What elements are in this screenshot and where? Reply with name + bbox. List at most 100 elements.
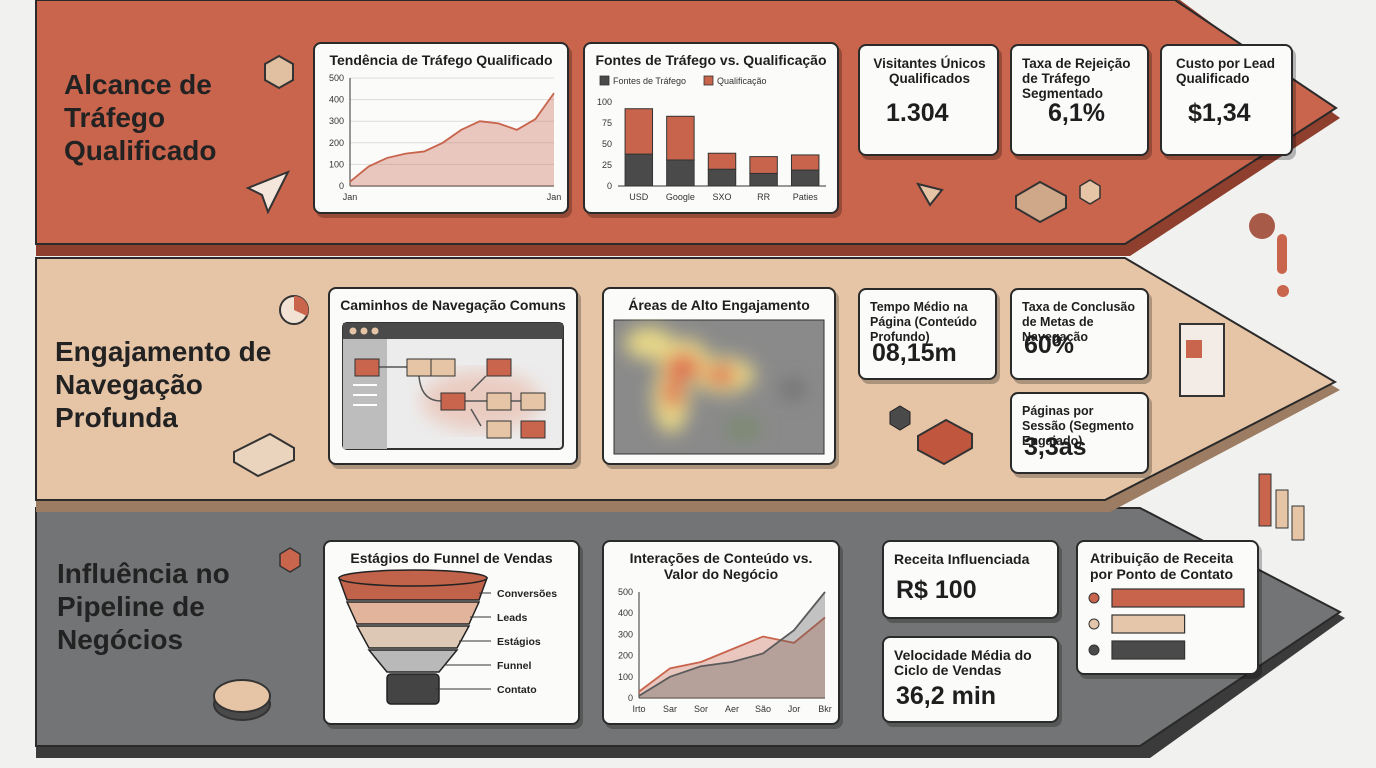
y-tick-label: 100: [329, 159, 344, 169]
kpi-label: Tempo Médio na Página (Conteúdo Profundo…: [870, 300, 977, 344]
kpi-card: Taxa de Rejeição de Tráfego Segmentado 6…: [1010, 44, 1149, 156]
x-tick-label: Aer: [725, 704, 739, 714]
legend-label: Qualificação: [717, 76, 767, 86]
kpi-value: 6,1%: [1048, 99, 1105, 127]
panel-card: Caminhos de Navegação Comuns: [328, 287, 578, 465]
stage-label: Leads: [497, 612, 528, 624]
y-tick-label: 0: [607, 181, 612, 191]
x-tick-label: Jan: [547, 192, 562, 202]
y-tick-label: 500: [329, 73, 344, 83]
kpi-value: $1,34: [1188, 99, 1251, 127]
legend-swatch: [703, 75, 714, 86]
bar-segment: [707, 152, 737, 170]
chart-card: Interações de Conteúdo vs. Valor do Negó…: [602, 540, 840, 725]
x-tick-label: Sar: [663, 704, 677, 714]
legend-swatch: [599, 75, 610, 86]
legend-label: Fontes de Tráfego: [613, 76, 686, 86]
y-tick-label: 300: [329, 116, 344, 126]
chart: 0 100 200 300 400 500 Jan Jan: [329, 73, 562, 202]
chart-title: Interações de Conteúdo vs. Valor do Negó…: [629, 550, 813, 582]
chart-card: Fontes de Tráfego vs. Qualificação 0 25 50…: [583, 42, 839, 214]
kpi-label: Custo por Lead Qualificado: [1176, 56, 1276, 86]
bar: [1110, 640, 1185, 660]
chart-title: Atribuição de Receita por Ponto de Conta…: [1090, 550, 1234, 582]
kpi-value: 36,2 min: [896, 682, 997, 710]
area: [639, 617, 825, 698]
kpi-label: Visitantes Únicos Qualificados: [873, 56, 986, 86]
kpi-label: Páginas por Sessão (Segmento Engajado): [1022, 404, 1134, 448]
funnel-top: [337, 569, 488, 587]
kpi-label: Taxa de Rejeição de Tráfego Segmentado: [1022, 56, 1131, 101]
chart: 0 25 50 75 100 Fontes de Tráfego Qualificação U…: [597, 75, 826, 202]
kpi-card: Taxa de Conclusão de Metas de Navegação …: [1010, 288, 1149, 380]
line: [638, 591, 826, 697]
row-marker: [1088, 592, 1099, 604]
stage-label: Funnel: [497, 660, 531, 672]
chart-card: Atribuição de Receita por Ponto de Conta…: [1076, 540, 1259, 675]
kpi-value: R$ 100: [896, 576, 977, 604]
x-tick-label: Google: [666, 192, 695, 202]
x-tick-label: São: [755, 704, 771, 714]
area: [639, 592, 825, 698]
bar-segment: [749, 172, 778, 187]
kpi-card: Páginas por Sessão (Segmento Engajado) 3…: [1010, 392, 1149, 474]
area: [350, 93, 554, 186]
bar-segment: [624, 108, 654, 155]
stage-label: Conversões: [497, 588, 557, 600]
bar-segment: [790, 154, 820, 171]
kpi-value: 60%: [1024, 331, 1075, 359]
kpi-card: Visitantes Únicos Qualificados 1.304: [858, 44, 999, 156]
funnel-stage: [366, 649, 459, 673]
y-tick-label: 400: [618, 608, 633, 618]
y-tick-label: 25: [602, 160, 612, 170]
kpi-card: Receita Influenciada R$ 100: [882, 540, 1059, 619]
x-tick-label: Paties: [793, 192, 819, 202]
y-tick-label: 0: [628, 693, 633, 703]
y-tick-label: 200: [329, 138, 344, 148]
chart-card: Estágios do Funnel de Vendas Conversões L…: [323, 540, 580, 725]
y-tick-label: 0: [339, 181, 344, 191]
bar: [1110, 588, 1245, 608]
panel-title: Áreas de Alto Engajamento: [628, 297, 810, 313]
funnel-stage: [345, 601, 480, 625]
x-tick-label: SXO: [712, 192, 731, 202]
bar-segment: [707, 168, 737, 187]
chart-card: Tendência de Tráfego Qualificado 0 100 200…: [313, 42, 569, 214]
bar-segment: [666, 159, 695, 187]
bar: [1110, 614, 1185, 634]
section-title: Engajamento de Navegação Profunda: [55, 336, 272, 433]
kpi-label: Receita Influenciada: [894, 551, 1030, 567]
line: [638, 616, 826, 693]
panel-title: Caminhos de Navegação Comuns: [340, 297, 566, 313]
kpi-value: 1.304: [886, 99, 949, 127]
kpi-value: 08,15m: [872, 339, 957, 367]
x-tick-label: Irto: [632, 704, 645, 714]
chart-title: Estágios do Funnel de Vendas: [350, 550, 553, 566]
row-marker: [1088, 644, 1099, 656]
chart: [1088, 588, 1245, 660]
chart: 0 100 200 300 400 500 Irto Sar Sor Aer São Jor Bkr: [618, 587, 832, 714]
chart-title: Tendência de Tráfego Qualificado: [329, 52, 553, 68]
section-title: Alcance de Tráfego Qualificado: [64, 69, 217, 166]
y-tick-label: 200: [618, 651, 633, 661]
bar-segment: [624, 153, 654, 187]
y-tick-label: 50: [602, 139, 612, 149]
x-tick-label: Bkr: [818, 704, 832, 714]
kpi-card: Tempo Médio na Página (Conteúdo Profundo…: [858, 288, 997, 380]
kpi-label: Taxa de Conclusão de Metas de Navegação: [1022, 300, 1135, 344]
nav-diagram: [342, 322, 564, 450]
chart: Conversões Leads Estágios Funnel Contato: [337, 569, 557, 705]
kpi-card: Custo por Lead Qualificado $1,34: [1160, 44, 1293, 156]
x-tick-label: USD: [629, 192, 649, 202]
section-title: Influência no Pipeline de Negócios: [57, 558, 230, 655]
panel-card: Áreas de Alto Engajamento: [602, 287, 836, 465]
x-tick-label: Sor: [694, 704, 708, 714]
y-tick-label: 75: [602, 118, 612, 128]
x-tick-label: RR: [757, 192, 770, 202]
chart-title: Fontes de Tráfego vs. Qualificação: [595, 52, 827, 68]
x-tick-label: Jan: [343, 192, 358, 202]
y-tick-label: 100: [618, 672, 633, 682]
y-tick-label: 400: [329, 95, 344, 105]
y-tick-label: 300: [618, 629, 633, 639]
